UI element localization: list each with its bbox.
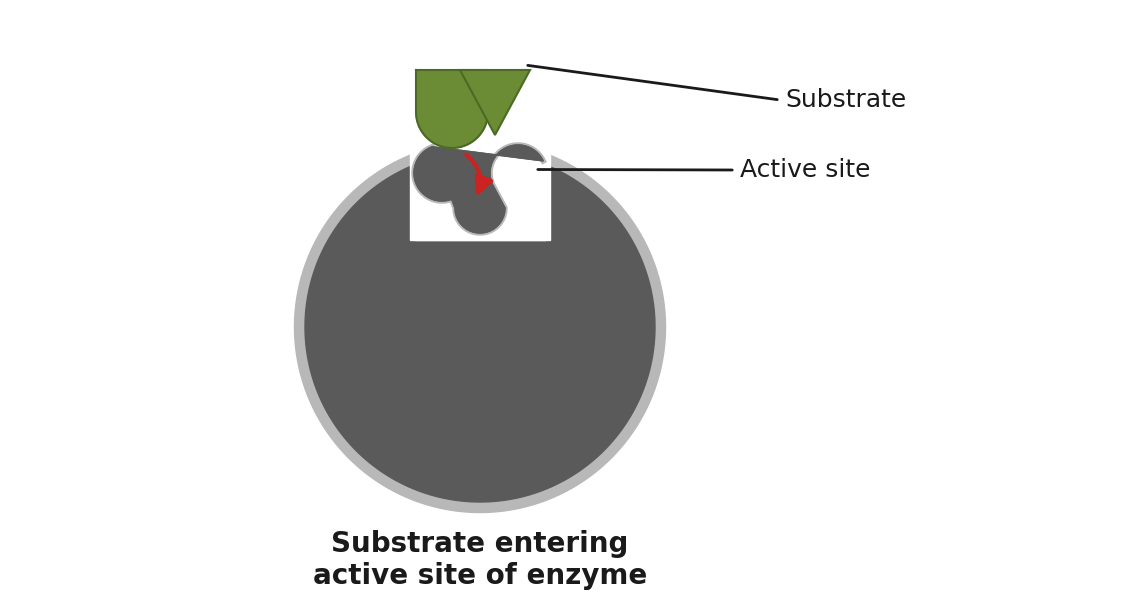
Polygon shape [304,145,655,502]
Text: Active site: Active site [740,158,870,182]
Text: Substrate entering
active site of enzyme: Substrate entering active site of enzyme [312,530,648,590]
Polygon shape [460,70,531,135]
Polygon shape [416,70,488,148]
Polygon shape [414,145,543,233]
Polygon shape [294,134,666,512]
Text: Substrate: Substrate [785,88,907,112]
Polygon shape [410,102,550,239]
Polygon shape [414,145,543,233]
